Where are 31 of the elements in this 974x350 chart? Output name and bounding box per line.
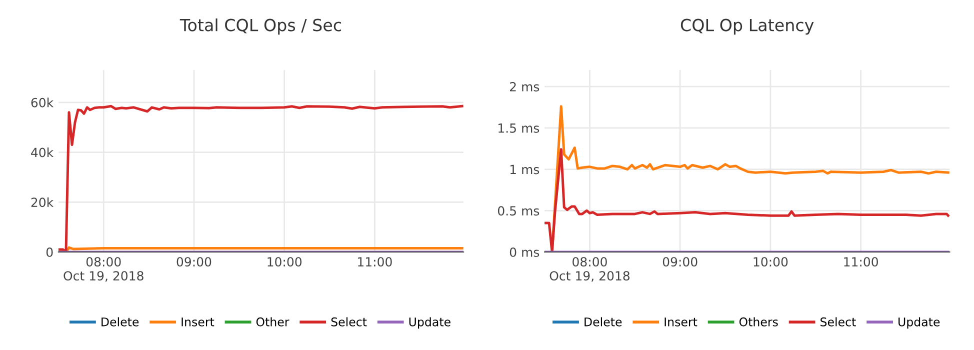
- y-tick-label: 2 ms: [510, 82, 540, 92]
- x-tick-label: 10:00: [754, 257, 788, 267]
- x-tick-label: 09:00: [662, 257, 698, 267]
- legend-label: Insert: [182, 318, 214, 326]
- chart-title: Total CQL Ops / Sec: [180, 18, 342, 35]
- chart-title: CQL Op Latency: [680, 18, 814, 35]
- y-tick-label: 20k: [31, 197, 54, 208]
- x-tick-label: 08:00 Oct 19, 2018: [64, 257, 144, 282]
- x-tick-label: 08:00 Oct 19, 2018: [550, 257, 630, 282]
- legend-label: Delete: [102, 317, 139, 326]
- legend-label: Update: [898, 317, 940, 329]
- y-tick-label: 0.5 ms: [498, 206, 540, 216]
- legend-label: Other: [256, 317, 290, 326]
- y-tick-label: 60k: [31, 98, 54, 108]
- legend-label: Select: [331, 317, 367, 326]
- x-tick-label: 11:00: [358, 257, 392, 267]
- legend-label: Select: [820, 317, 856, 326]
- x-tick-label: 11:00: [844, 257, 878, 267]
- x-tick-label: 09:00: [176, 257, 212, 267]
- y-tick-label: 0 ms: [510, 247, 540, 257]
- legend-label: Insert: [664, 318, 698, 326]
- line-series: [58, 104, 464, 252]
- legend-label: Update: [409, 317, 450, 329]
- y-tick-label: 40k: [31, 148, 54, 158]
- line-series: [544, 148, 950, 252]
- legend-label: Others: [739, 317, 778, 326]
- y-tick-label: 0: [46, 247, 53, 257]
- legend-label: Delete: [584, 317, 622, 326]
- y-tick-label: 1 ms: [510, 164, 540, 174]
- x-tick-label: 10:00: [268, 257, 302, 267]
- y-tick-label: 1.5 ms: [498, 124, 540, 133]
